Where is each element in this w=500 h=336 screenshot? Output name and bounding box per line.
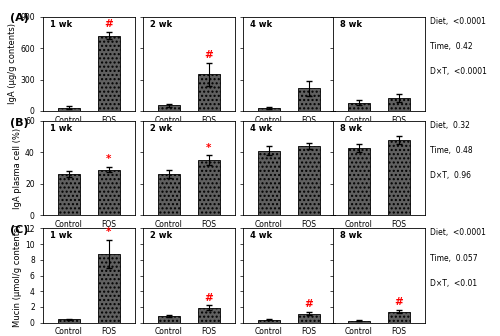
Bar — [258, 320, 280, 323]
Text: Diet,  <0.0001: Diet, <0.0001 — [430, 17, 486, 26]
Bar — [198, 308, 220, 323]
Text: Time,  0.42: Time, 0.42 — [430, 42, 472, 51]
Text: *: * — [206, 143, 212, 153]
Text: Diet,  0.32: Diet, 0.32 — [430, 121, 470, 130]
Text: 2 wk: 2 wk — [150, 231, 172, 240]
Y-axis label: IgA plasma cell (%): IgA plasma cell (%) — [14, 127, 22, 209]
Bar — [388, 98, 410, 111]
Text: #: # — [204, 293, 213, 303]
Bar — [298, 146, 320, 215]
Text: #: # — [104, 19, 113, 29]
Text: 1 wk: 1 wk — [50, 19, 72, 29]
Text: D×T,  0.96: D×T, 0.96 — [430, 171, 471, 180]
Text: 2 wk: 2 wk — [150, 124, 172, 133]
Text: 8 wk: 8 wk — [340, 19, 362, 29]
Text: #: # — [304, 299, 313, 309]
Text: D×T,  <0.01: D×T, <0.01 — [430, 279, 477, 288]
Bar — [348, 102, 370, 111]
Bar — [198, 74, 220, 111]
Bar — [158, 316, 180, 323]
Text: 8 wk: 8 wk — [340, 231, 362, 240]
Bar — [388, 140, 410, 215]
Text: 1 wk: 1 wk — [50, 231, 72, 240]
Text: #: # — [394, 297, 403, 307]
Y-axis label: Mucin (μmol/g contents): Mucin (μmol/g contents) — [14, 224, 22, 327]
Text: *: * — [106, 155, 112, 164]
Text: Diet,  <0.0001: Diet, <0.0001 — [430, 228, 486, 238]
Bar — [388, 311, 410, 323]
Text: (C): (C) — [10, 225, 29, 235]
Text: D×T,  <0.0001: D×T, <0.0001 — [430, 67, 487, 76]
Bar — [58, 174, 80, 215]
Text: Time,  0.48: Time, 0.48 — [430, 146, 472, 155]
Bar — [58, 108, 80, 111]
Bar — [298, 88, 320, 111]
Bar — [348, 148, 370, 215]
Text: 8 wk: 8 wk — [340, 124, 362, 133]
Bar — [58, 320, 80, 323]
Bar — [98, 36, 120, 111]
Text: *: * — [106, 227, 112, 238]
Text: 4 wk: 4 wk — [250, 19, 272, 29]
Text: 1 wk: 1 wk — [50, 124, 72, 133]
Bar — [348, 321, 370, 323]
Text: (A): (A) — [10, 13, 29, 24]
Bar — [298, 313, 320, 323]
Text: #: # — [204, 50, 213, 60]
Bar — [158, 174, 180, 215]
Text: 4 wk: 4 wk — [250, 124, 272, 133]
Bar — [258, 108, 280, 111]
Text: 4 wk: 4 wk — [250, 231, 272, 240]
Bar — [98, 254, 120, 323]
Y-axis label: IgA (μg/g contents): IgA (μg/g contents) — [8, 23, 18, 104]
Text: Time,  0.057: Time, 0.057 — [430, 254, 478, 263]
Bar — [158, 105, 180, 111]
Bar — [198, 160, 220, 215]
Bar — [98, 170, 120, 215]
Text: 2 wk: 2 wk — [150, 19, 172, 29]
Text: (B): (B) — [10, 118, 29, 128]
Bar — [258, 151, 280, 215]
